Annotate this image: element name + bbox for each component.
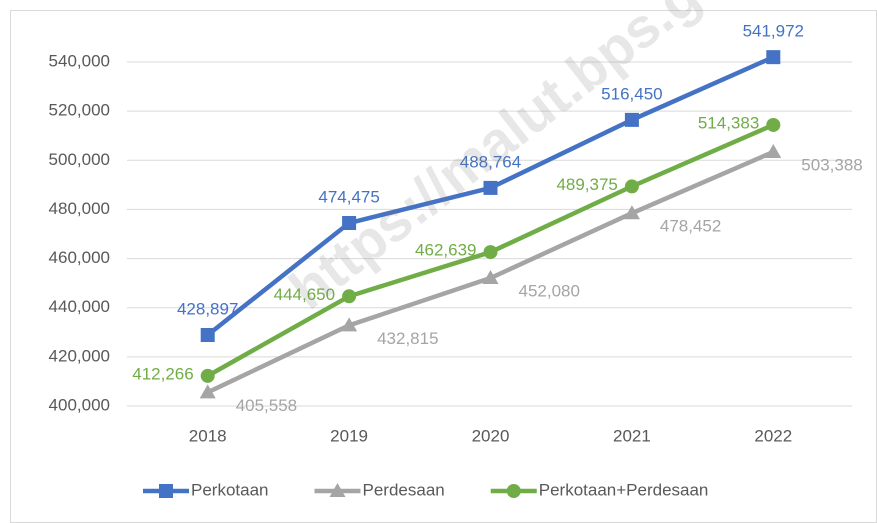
- data-label: 489,375: [556, 175, 617, 194]
- x-tick-label: 2020: [472, 426, 510, 445]
- y-tick-label: 460,000: [49, 248, 110, 267]
- marker: [624, 179, 639, 194]
- marker: [766, 117, 781, 132]
- data-label: 405,558: [236, 396, 297, 415]
- marker: [341, 317, 358, 332]
- marker: [200, 368, 215, 383]
- marker: [483, 180, 498, 195]
- y-tick-label: 400,000: [49, 395, 110, 414]
- marker: [482, 270, 499, 285]
- marker: [483, 245, 498, 260]
- data-label: 412,266: [132, 364, 193, 383]
- data-label: 478,452: [660, 217, 721, 236]
- marker: [200, 327, 215, 342]
- data-label: 488,764: [460, 152, 521, 171]
- x-tick-label: 2022: [754, 426, 792, 445]
- legend-label: Perdesaan: [363, 480, 445, 499]
- x-tick-label: 2018: [189, 426, 227, 445]
- marker: [159, 484, 173, 498]
- data-label: 503,388: [801, 155, 862, 174]
- y-tick-label: 440,000: [49, 297, 110, 316]
- marker: [329, 483, 346, 497]
- marker: [199, 384, 216, 399]
- marker: [506, 484, 521, 498]
- data-label: 462,639: [415, 241, 476, 260]
- marker: [624, 112, 639, 127]
- marker: [342, 289, 357, 304]
- legend-label: Perkotaan+Perdesaan: [539, 480, 709, 499]
- legend-label: Perkotaan: [191, 480, 269, 499]
- marker: [766, 50, 781, 65]
- data-label: 474,475: [318, 187, 379, 206]
- data-label: 516,450: [601, 84, 662, 103]
- y-tick-label: 540,000: [49, 51, 110, 70]
- y-tick-label: 520,000: [49, 101, 110, 120]
- data-label: 541,972: [743, 22, 804, 41]
- marker: [342, 216, 357, 231]
- data-label: 444,650: [274, 285, 335, 304]
- marker: [765, 143, 782, 158]
- x-tick-label: 2019: [330, 426, 368, 445]
- data-label: 514,383: [698, 113, 759, 132]
- y-tick-label: 500,000: [49, 150, 110, 169]
- y-tick-label: 420,000: [49, 346, 110, 365]
- data-label: 452,080: [519, 282, 580, 301]
- data-label: 428,897: [177, 299, 238, 318]
- data-label: 432,815: [377, 329, 438, 348]
- x-tick-label: 2021: [613, 426, 651, 445]
- marker: [623, 205, 640, 220]
- y-tick-label: 480,000: [49, 199, 110, 218]
